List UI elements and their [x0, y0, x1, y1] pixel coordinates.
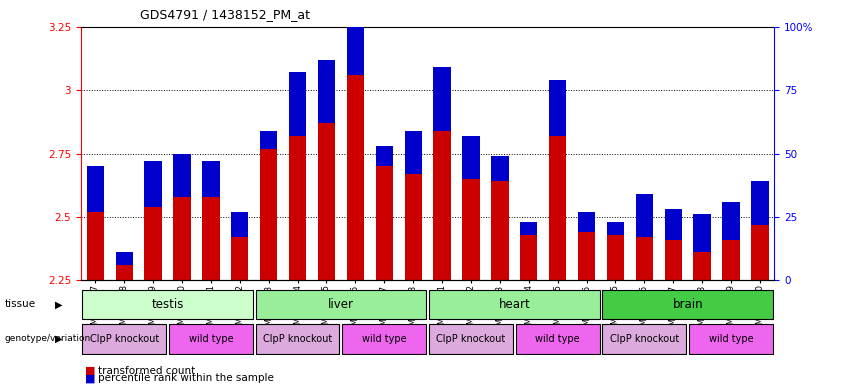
Bar: [317, 123, 335, 280]
Bar: [288, 73, 306, 136]
Bar: [288, 136, 306, 280]
Bar: [722, 202, 740, 240]
Bar: [722, 240, 740, 280]
Bar: [694, 252, 711, 280]
Bar: [751, 225, 768, 280]
Bar: [665, 240, 682, 280]
Text: ■: ■: [85, 366, 95, 376]
Bar: [87, 166, 104, 212]
Text: ClpP knockout: ClpP knockout: [263, 334, 332, 344]
Bar: [174, 197, 191, 280]
Bar: [145, 161, 162, 207]
Bar: [255, 324, 340, 354]
Text: tissue: tissue: [4, 299, 36, 310]
Bar: [83, 290, 253, 319]
Bar: [375, 146, 393, 166]
Text: wild type: wild type: [362, 334, 407, 344]
Bar: [404, 131, 422, 174]
Text: ▶: ▶: [55, 299, 63, 310]
Bar: [578, 232, 595, 280]
Bar: [260, 131, 277, 149]
Bar: [578, 212, 595, 232]
Bar: [636, 194, 653, 237]
Text: heart: heart: [499, 298, 530, 311]
Bar: [116, 252, 133, 265]
Bar: [433, 131, 451, 280]
Bar: [260, 149, 277, 280]
Bar: [694, 214, 711, 252]
Bar: [665, 209, 682, 240]
Bar: [145, 207, 162, 280]
Text: ClpP knockout: ClpP knockout: [610, 334, 679, 344]
Bar: [342, 324, 426, 354]
Bar: [520, 235, 538, 280]
Bar: [203, 197, 220, 280]
Bar: [607, 235, 624, 280]
Bar: [462, 179, 480, 280]
Bar: [607, 222, 624, 235]
Bar: [87, 212, 104, 280]
Bar: [462, 136, 480, 179]
Text: brain: brain: [672, 298, 703, 311]
Bar: [255, 290, 426, 319]
Bar: [346, 0, 364, 75]
Bar: [83, 324, 166, 354]
Bar: [231, 237, 248, 280]
Bar: [174, 154, 191, 197]
Bar: [404, 174, 422, 280]
Bar: [603, 324, 686, 354]
Text: ▶: ▶: [55, 334, 63, 344]
Bar: [491, 182, 509, 280]
Bar: [689, 324, 773, 354]
Text: ■: ■: [85, 373, 95, 383]
Text: testis: testis: [151, 298, 184, 311]
Bar: [169, 324, 253, 354]
Bar: [603, 290, 773, 319]
Text: ClpP knockout: ClpP knockout: [89, 334, 159, 344]
Text: percentile rank within the sample: percentile rank within the sample: [98, 373, 274, 383]
Text: wild type: wild type: [709, 334, 753, 344]
Text: transformed count: transformed count: [98, 366, 195, 376]
Bar: [231, 212, 248, 237]
Bar: [516, 324, 600, 354]
Bar: [433, 68, 451, 131]
Bar: [116, 265, 133, 280]
Text: GDS4791 / 1438152_PM_at: GDS4791 / 1438152_PM_at: [140, 8, 311, 21]
Text: ClpP knockout: ClpP knockout: [437, 334, 505, 344]
Bar: [751, 182, 768, 225]
Bar: [317, 60, 335, 123]
Bar: [549, 80, 567, 136]
Bar: [429, 324, 513, 354]
Text: genotype/variation: genotype/variation: [4, 334, 90, 343]
Bar: [636, 237, 653, 280]
Bar: [203, 161, 220, 197]
Text: liver: liver: [328, 298, 354, 311]
Bar: [375, 166, 393, 280]
Bar: [346, 75, 364, 280]
Bar: [491, 156, 509, 182]
Bar: [429, 290, 600, 319]
Text: wild type: wild type: [189, 334, 233, 344]
Bar: [549, 136, 567, 280]
Text: wild type: wild type: [535, 334, 580, 344]
Bar: [520, 222, 538, 235]
